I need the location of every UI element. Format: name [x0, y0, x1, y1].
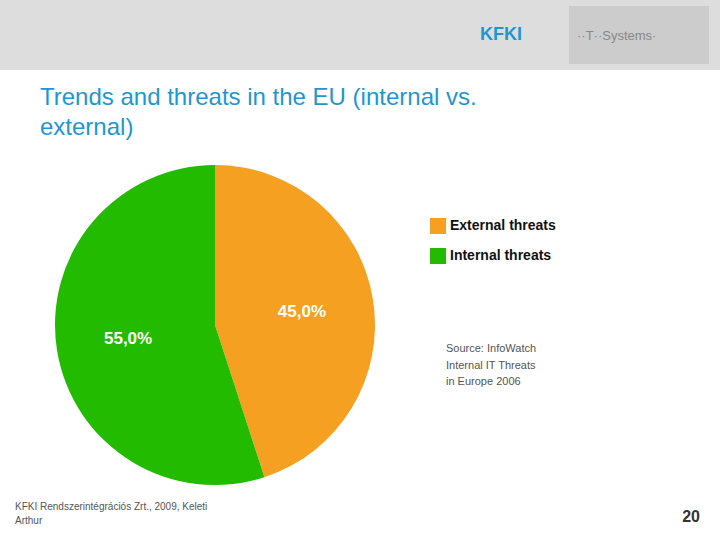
html-text:KFKI: KFKI: [480, 24, 522, 44]
html-text:external): external): [40, 113, 134, 140]
html-text:Internal threats: Internal threats: [450, 247, 552, 263]
html-text:External threats: External threats: [450, 217, 556, 233]
html-text:Trends and threats in the EU (: Trends and threats in the EU (internal v…: [40, 83, 477, 110]
svg-text:55,0%: 55,0%: [104, 329, 152, 348]
html-text:Source: InfoWatch Internal IT: Source: InfoWatch Internal IT Threats in…: [446, 342, 537, 387]
svg-text:45,0%: 45,0%: [278, 302, 326, 321]
html-text:20: 20: [682, 508, 700, 525]
html-text:··T··Systems·: ··T··Systems·: [577, 27, 657, 43]
html-text:KFKI Rendszerintégrációs Zrt.,: KFKI Rendszerintégrációs Zrt., 2009, Kel…: [15, 501, 208, 526]
